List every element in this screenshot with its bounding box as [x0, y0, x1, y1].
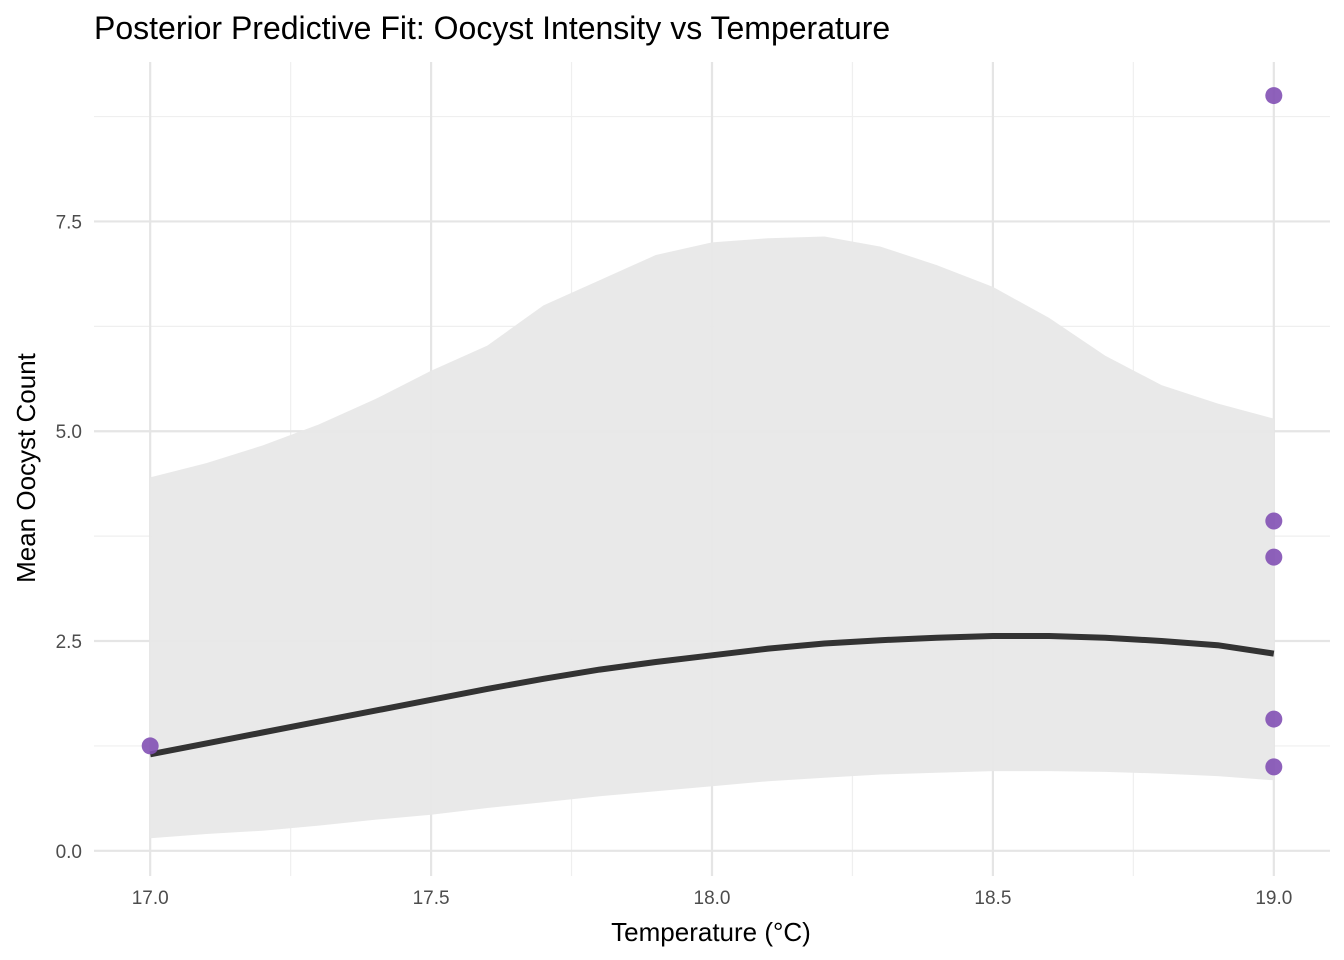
observed-points [141, 87, 1283, 776]
y-tick-label: 7.5 [56, 212, 82, 233]
x-tick-label: 17.0 [132, 888, 169, 909]
data-point [1265, 710, 1283, 728]
y-tick-label: 5.0 [56, 422, 82, 443]
y-tick-label: 2.5 [56, 632, 82, 653]
data-point [1265, 548, 1283, 566]
y-axis-title: Mean Oocyst Count [11, 352, 41, 583]
y-tick-label: 0.0 [56, 842, 82, 863]
x-axis-title: Temperature (°C) [611, 917, 811, 947]
credible-interval-ribbon [150, 236, 1274, 839]
x-tick-label: 19.0 [1255, 888, 1292, 909]
posterior-mean-line [149, 633, 1275, 758]
data-point [141, 737, 159, 755]
y-axis-ticks: 0.0 2.5 5.0 7.5 [56, 212, 82, 862]
chart-title: Posterior Predictive Fit: Oocyst Intensi… [94, 10, 890, 46]
x-axis-ticks: 17.0 17.5 18.0 18.5 19.0 [132, 888, 1293, 909]
x-tick-label: 17.5 [413, 888, 450, 909]
x-tick-label: 18.0 [694, 888, 731, 909]
data-point [1265, 512, 1283, 530]
x-tick-label: 18.5 [974, 888, 1011, 909]
data-point [1265, 87, 1283, 105]
data-point [1265, 758, 1283, 776]
